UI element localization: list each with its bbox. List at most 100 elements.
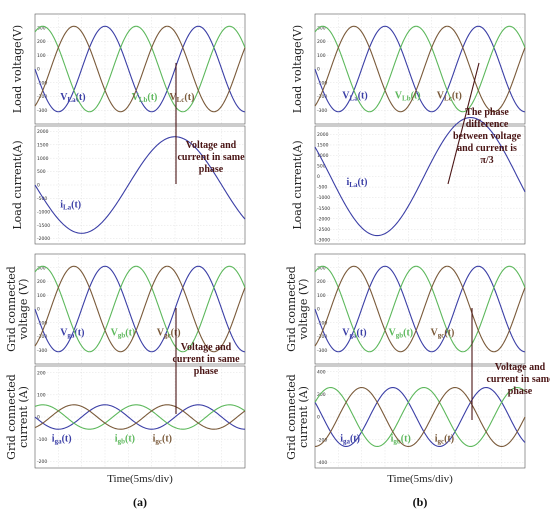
series-label: VLb(t) (132, 92, 158, 104)
y-tick-label: 100 (317, 293, 326, 299)
y-tick-label: -200 (317, 437, 327, 443)
y-tick-label: -3000 (317, 237, 330, 243)
y-tick-label: 0 (37, 183, 40, 189)
y-tick-label: -100 (37, 320, 47, 326)
y-tick-label: -500 (37, 196, 47, 202)
series-line-VLa(t) (34, 25, 246, 113)
y-tick-label: 300 (317, 265, 326, 271)
y-tick-label: -500 (317, 185, 327, 191)
y-tick-label: 1000 (37, 156, 49, 162)
series-line-igc(t) (34, 404, 246, 430)
y-tick-label: 100 (37, 293, 46, 299)
y-tick-label: 1000 (317, 153, 329, 159)
y-axis-label: Load current(A) (291, 140, 304, 229)
plot-panel-b3: 300 200 100 0 -100 -200 -300 Vga(t) Vgb(t) Vgc(t)… (285, 253, 526, 365)
series-label: iLa(t) (60, 199, 81, 211)
series-line-VLb(t) (34, 25, 246, 113)
y-tick-label: 0 (317, 67, 320, 73)
y-tick-label: 0 (37, 415, 40, 421)
y-axis-label: Load voltage(V) (291, 25, 304, 113)
series-line-iga(t) (34, 404, 246, 430)
y-tick-label: -200 (37, 94, 47, 100)
y-tick-label: -2000 (317, 216, 330, 222)
y-tick-label: 500 (317, 164, 326, 170)
panel-label-a: (a) (133, 495, 147, 509)
y-tick-label: 0 (317, 174, 320, 180)
series-label: VLc(t) (169, 92, 194, 104)
series-label: iga(t) (340, 433, 360, 445)
plot-panel-a3: 3002001000-100-200-300Vga(t)Vgb(t)Vgc(t)… (5, 253, 246, 365)
series-line-igc(t) (314, 386, 526, 448)
series-line-VLc(t) (314, 25, 526, 113)
y-tick-label: 400 (317, 369, 326, 375)
y-axis-label: Grid connectedcurrent (A) (5, 374, 30, 460)
series-line-Vgc(t) (314, 265, 526, 353)
y-tick-label: -100 (37, 437, 47, 443)
y-tick-label: -200 (37, 459, 47, 465)
plot-panel-a1: 300 200 100 0 -100 -200 -300 VLa(t) VLb(t) VLc(t)… (11, 13, 246, 125)
y-tick-label: 300 (317, 25, 326, 31)
y-tick-label: -400 (317, 460, 327, 466)
series-label: igc(t) (153, 433, 172, 445)
y-axis-label: Load voltage(V) (11, 25, 24, 113)
y-tick-label: 200 (37, 39, 46, 45)
series-label: iga(t) (52, 433, 72, 445)
series-label: VLc(t) (437, 91, 462, 103)
y-tick-label: -1000 (37, 209, 50, 215)
series-line-Vgc(t) (34, 265, 246, 353)
y-axis-label: Grid connectedvoltage (V) (285, 266, 310, 352)
series-label: Vga(t) (342, 327, 366, 339)
y-tick-label: 300 (37, 265, 46, 271)
y-tick-label: -2500 (317, 227, 330, 233)
series-label: VLa(t) (342, 91, 367, 103)
y-tick-label: 200 (317, 392, 326, 398)
y-tick-label: 2000 (37, 129, 49, 135)
y-tick-label: 0 (37, 307, 40, 313)
y-tick-label: 2000 (317, 132, 329, 138)
series-line-igb(t) (34, 404, 246, 430)
series-line-VLa(t) (314, 25, 526, 113)
annotation-pointer (447, 62, 480, 185)
series-line-Vga(t) (34, 265, 246, 353)
y-tick-label: 200 (317, 39, 326, 45)
x-axis-label: Time(5ms/div) (387, 473, 453, 485)
y-tick-label: 0 (37, 67, 40, 73)
y-tick-label: -300 (317, 348, 327, 354)
y-tick-label: 1500 (317, 143, 329, 149)
y-tick-label: 0 (317, 415, 320, 421)
series-line-igb(t) (314, 386, 526, 448)
plot-panel-b1: 300 200 100 0 -100 -200 -300 VLa(t) VLb(t) VLc(t)… (291, 13, 526, 125)
plot-panel-a2: 2000150010005000-500-1000-1500-2000iLa(t… (11, 63, 246, 245)
series-label: Vga(t) (60, 327, 84, 339)
y-tick-label: 300 (37, 25, 46, 31)
y-tick-label: -200 (37, 334, 47, 340)
y-tick-label: 200 (317, 279, 326, 285)
plot-panel-a4: 200 100 0 -100 -200 iga(t) igb(t) igc(t) Grid co… (5, 308, 246, 485)
y-tick-label: 100 (37, 392, 46, 398)
y-tick-label: 500 (37, 169, 46, 175)
y-tick-label: -300 (317, 108, 327, 114)
series-label: Vgb(t) (389, 327, 414, 339)
series-label: igb(t) (115, 433, 135, 445)
series-label: iLa(t) (347, 177, 368, 189)
y-tick-label: -1000 (317, 195, 330, 201)
y-axis-label: Grid connectedcurrent (A) (285, 374, 310, 460)
y-tick-label: 100 (317, 53, 326, 59)
annotation-text: Voltage and current in same phase (172, 342, 240, 377)
y-tick-label: -1500 (317, 206, 330, 212)
y-tick-label: -100 (317, 320, 327, 326)
series-line-Vgb(t) (34, 265, 246, 353)
series-line-iLa(t) (314, 117, 526, 237)
series-label: Vgb(t) (111, 327, 136, 339)
y-tick-label: -300 (37, 108, 47, 114)
y-tick-label: -1500 (37, 223, 50, 229)
series-line-iga(t) (314, 386, 526, 448)
series-line-Vgb(t) (314, 265, 526, 353)
y-axis-label: Grid connectedvoltage (V) (5, 266, 30, 352)
annotation-text: Voltage and current in same phase (177, 140, 245, 175)
series-line-Vga(t) (314, 265, 526, 353)
y-tick-label: 200 (37, 370, 46, 376)
series-line-VLb(t) (314, 25, 526, 113)
